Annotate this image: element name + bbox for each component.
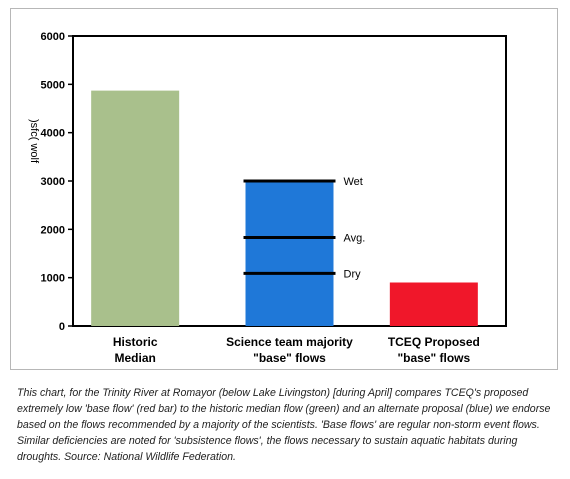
category-label: Median — [114, 351, 155, 365]
category-label: Historic — [113, 335, 158, 349]
y-tick-label: 6000 — [41, 31, 65, 43]
annotation-label: Dry — [344, 268, 362, 280]
category-label: "base" flows — [253, 351, 326, 365]
y-axis-ticks: 0 1000 2000 3000 4000 5000 6000 — [41, 31, 73, 333]
annotation-label: Wet — [344, 176, 363, 188]
bar-0 — [91, 90, 180, 326]
y-tick-label: 2000 — [41, 224, 65, 236]
bar-1 — [245, 181, 334, 326]
bar-chart: 0 1000 2000 3000 4000 5000 6000 )sfc( wolf Wet… — [28, 31, 507, 365]
figure-caption: This chart, for the Trinity River at Rom… — [17, 387, 551, 463]
y-tick-label: 1000 — [41, 273, 65, 285]
annotations: Wet Avg. Dry — [243, 176, 366, 280]
category-label: "base" flows — [397, 351, 470, 365]
bars — [91, 90, 478, 326]
y-tick-label: 5000 — [41, 79, 65, 91]
y-axis-title: )sfc( wolf — [28, 119, 40, 164]
category-label: TCEQ Proposed — [388, 335, 480, 349]
category-label: Science team majority — [226, 335, 353, 349]
y-tick-label: 0 — [59, 321, 65, 333]
y-tick-label: 3000 — [41, 176, 65, 188]
y-tick-label: 4000 — [41, 128, 65, 140]
annotation-label: Avg. — [344, 233, 366, 245]
y-axis-label: )sfc( wolf — [28, 119, 40, 164]
chart-frame: 0 1000 2000 3000 4000 5000 6000 )sfc( wolf Wet… — [10, 8, 558, 370]
bar-2 — [389, 282, 478, 326]
category-labels: Historic Median Science team majority "base… — [113, 335, 480, 365]
